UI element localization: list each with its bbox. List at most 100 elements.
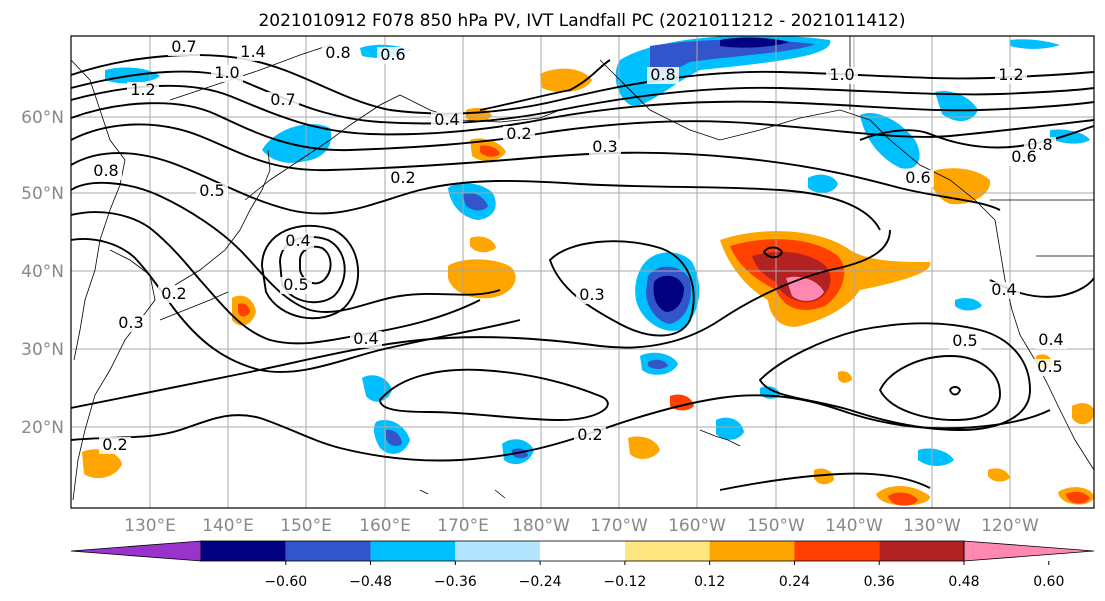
contour-label: 0.2 (102, 435, 127, 454)
contour-label: 0.5 (1037, 357, 1062, 376)
contour-label: 0.4 (991, 280, 1016, 299)
positive-anomaly-region (628, 436, 660, 459)
colorbar-bin (540, 541, 625, 561)
contour-label: 0.8 (93, 161, 118, 180)
longitude-label: 150°E (280, 516, 332, 536)
colorbar-bin (201, 541, 286, 561)
negative-anomaly-region (860, 112, 920, 169)
contour-label-background (431, 112, 463, 129)
contour-label: 1.4 (240, 42, 265, 61)
latitude-labels: 60°N 50°N 40°N 30°N 20°N (21, 108, 64, 438)
contour-label-background (826, 67, 858, 84)
longitude-label: 130°W (903, 516, 961, 536)
pv-contour (548, 240, 695, 337)
colorbar-bin (879, 541, 964, 561)
contour-label: 0.2 (506, 124, 531, 143)
longitude-label: 150°W (747, 516, 805, 536)
contour-label: 0.6 (1011, 147, 1036, 166)
contour-label-background (1034, 359, 1066, 376)
contour-labels: 1.41.01.20.80.70.60.50.40.40.20.30.21.00… (90, 37, 1067, 454)
contour-label-background (90, 163, 122, 180)
kamchatka-west-coast (169, 44, 331, 101)
pv-contour (379, 368, 609, 421)
colorbar-tick-label: −0.24 (519, 574, 562, 590)
pv-contour (479, 59, 611, 111)
pv-contour (71, 238, 521, 373)
positive-anomaly-region (814, 468, 834, 485)
pv-contour (261, 224, 360, 320)
colorbar-extend-low (70, 540, 202, 562)
positive-anomaly-region (448, 259, 516, 299)
negative-anomaly-region (1050, 129, 1090, 144)
colorbar-tick-label: 0.36 (864, 574, 895, 590)
negative-anomaly-region (648, 359, 668, 369)
ivt-anomaly-fill (82, 36, 1094, 506)
contour-label-background (1008, 149, 1040, 166)
contour-label: 0.8 (325, 43, 350, 62)
contour-label-background (377, 47, 409, 64)
contour-label-background (211, 65, 243, 82)
positive-anomaly-region (838, 371, 852, 383)
contour-label: 0.4 (434, 110, 459, 129)
contour-label-background (99, 437, 131, 454)
contour-label: 0.4 (353, 329, 378, 348)
contour-label: 1.0 (214, 63, 239, 82)
contour-label-background (158, 286, 190, 303)
negative-anomaly-region (720, 37, 790, 48)
contour-label-background (322, 45, 354, 62)
negative-anomaly-region (1010, 39, 1060, 49)
longitude-label: 180°W (512, 516, 570, 536)
contour-label-background (647, 67, 679, 84)
colorbar-tick-label: 0.48 (948, 574, 979, 590)
pv-contour (71, 84, 1094, 136)
pv-contour (71, 123, 1001, 211)
negative-anomaly-region (955, 298, 982, 311)
pv-contour (758, 322, 1031, 431)
contour-label: 0.3 (118, 313, 143, 332)
contour-label-background (1035, 332, 1067, 349)
latitude-label: 40°N (21, 262, 64, 282)
contour-label-background (282, 233, 314, 250)
contour-label: 0.2 (390, 168, 415, 187)
positive-anomaly-region (1066, 491, 1090, 504)
positive-anomaly-region (470, 236, 496, 253)
marshall-islands (419, 489, 429, 495)
colorbar-outline (200, 540, 965, 562)
latitude-label: 50°N (21, 184, 64, 204)
contour-label-background (168, 39, 200, 56)
contour-label: 0.4 (285, 231, 310, 250)
hawaiian-islands (699, 429, 741, 447)
contour-label-background (350, 331, 382, 348)
contour-label-background (127, 82, 159, 99)
contour-label: 0.3 (592, 137, 617, 156)
contour-label: 0.6 (905, 168, 930, 187)
pv-contour (71, 394, 1051, 462)
colorbar-tick-label: −0.48 (349, 574, 392, 590)
longitude-label: 140°E (202, 516, 254, 536)
latitude-label: 60°N (21, 108, 64, 128)
positive-anomaly-region (1072, 403, 1094, 425)
contour-label-background (237, 44, 269, 61)
colorbar-extend-high (963, 540, 1095, 562)
colorbar-tick-label: −0.12 (603, 574, 646, 590)
negative-anomaly-region (918, 448, 954, 466)
contour-label-background (387, 170, 419, 187)
contour-label: 1.2 (998, 65, 1023, 84)
longitude-label: 160°W (668, 516, 726, 536)
kuril-islands (244, 94, 401, 201)
pv-contour (719, 472, 931, 491)
negative-anomaly-region (462, 192, 488, 211)
positive-anomaly-region (888, 492, 918, 506)
pv-contour (71, 152, 881, 231)
gilbert-islands (494, 489, 506, 499)
contour-label: 0.2 (161, 284, 186, 303)
contour-label-background (589, 139, 621, 156)
map-frame (70, 35, 1095, 509)
pv-contours (71, 54, 1094, 491)
latitude-label: 30°N (21, 340, 64, 360)
map-area: 1.41.01.20.80.70.60.50.40.40.20.30.21.00… (71, 36, 1094, 508)
positive-anomaly-region (540, 68, 592, 93)
colorbar-bin (624, 541, 710, 561)
pv-contour (71, 229, 891, 409)
longitude-labels: 130°E 140°E 150°E 160°E 170°E 180°W 170°W 160°W… (124, 516, 1039, 536)
